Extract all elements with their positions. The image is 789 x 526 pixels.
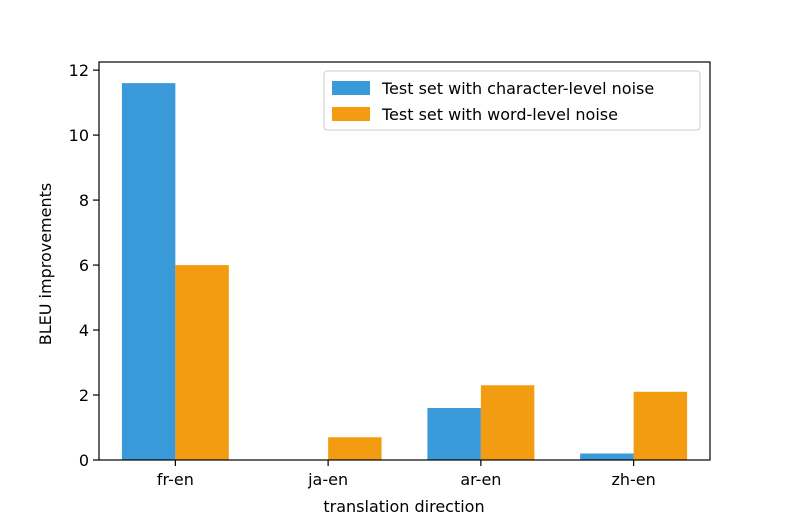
y-tick-label-0: 0 xyxy=(79,451,89,470)
bar-ja-en-series-2 xyxy=(328,437,382,460)
legend-label-2: Test set with word-level noise xyxy=(381,105,618,124)
y-tick-label-6: 6 xyxy=(79,256,89,275)
x-axis-title: translation direction xyxy=(323,497,484,516)
y-tick-label-12: 12 xyxy=(69,61,89,80)
legend: Test set with character-level noise Test … xyxy=(323,70,701,131)
legend-swatch-2 xyxy=(332,107,370,121)
y-tick-label-8: 8 xyxy=(79,191,89,210)
plot-frame xyxy=(98,61,711,461)
bars-layer xyxy=(121,83,688,460)
legend-swatch-1 xyxy=(332,81,370,95)
x-tick-label-ar-en: ar-en xyxy=(460,470,501,489)
y-tick-label-4: 4 xyxy=(79,321,89,340)
x-tick-label-zh-en: zh-en xyxy=(611,470,655,489)
bar-ar-en-series-2 xyxy=(480,385,535,460)
y-axis-title: BLEU improvements xyxy=(36,183,55,346)
bar-zh-en-series-2 xyxy=(633,391,688,460)
bar-fr-en-series-1 xyxy=(121,83,176,460)
bar-fr-en-series-2 xyxy=(175,265,229,460)
axes-layer: 0 2 4 6 8 10 12 fr-en ja-en ar-en zh-en xyxy=(69,61,711,489)
legend-box xyxy=(323,70,701,131)
x-tick-label-fr-en: fr-en xyxy=(157,470,194,489)
y-tick-label-2: 2 xyxy=(79,386,89,405)
bar-zh-en-series-1 xyxy=(580,453,634,460)
y-tick-label-10: 10 xyxy=(69,126,89,145)
legend-label-1: Test set with character-level noise xyxy=(381,79,654,98)
x-tick-label-ja-en: ja-en xyxy=(307,470,348,489)
bar-ar-en-series-1 xyxy=(427,408,481,460)
